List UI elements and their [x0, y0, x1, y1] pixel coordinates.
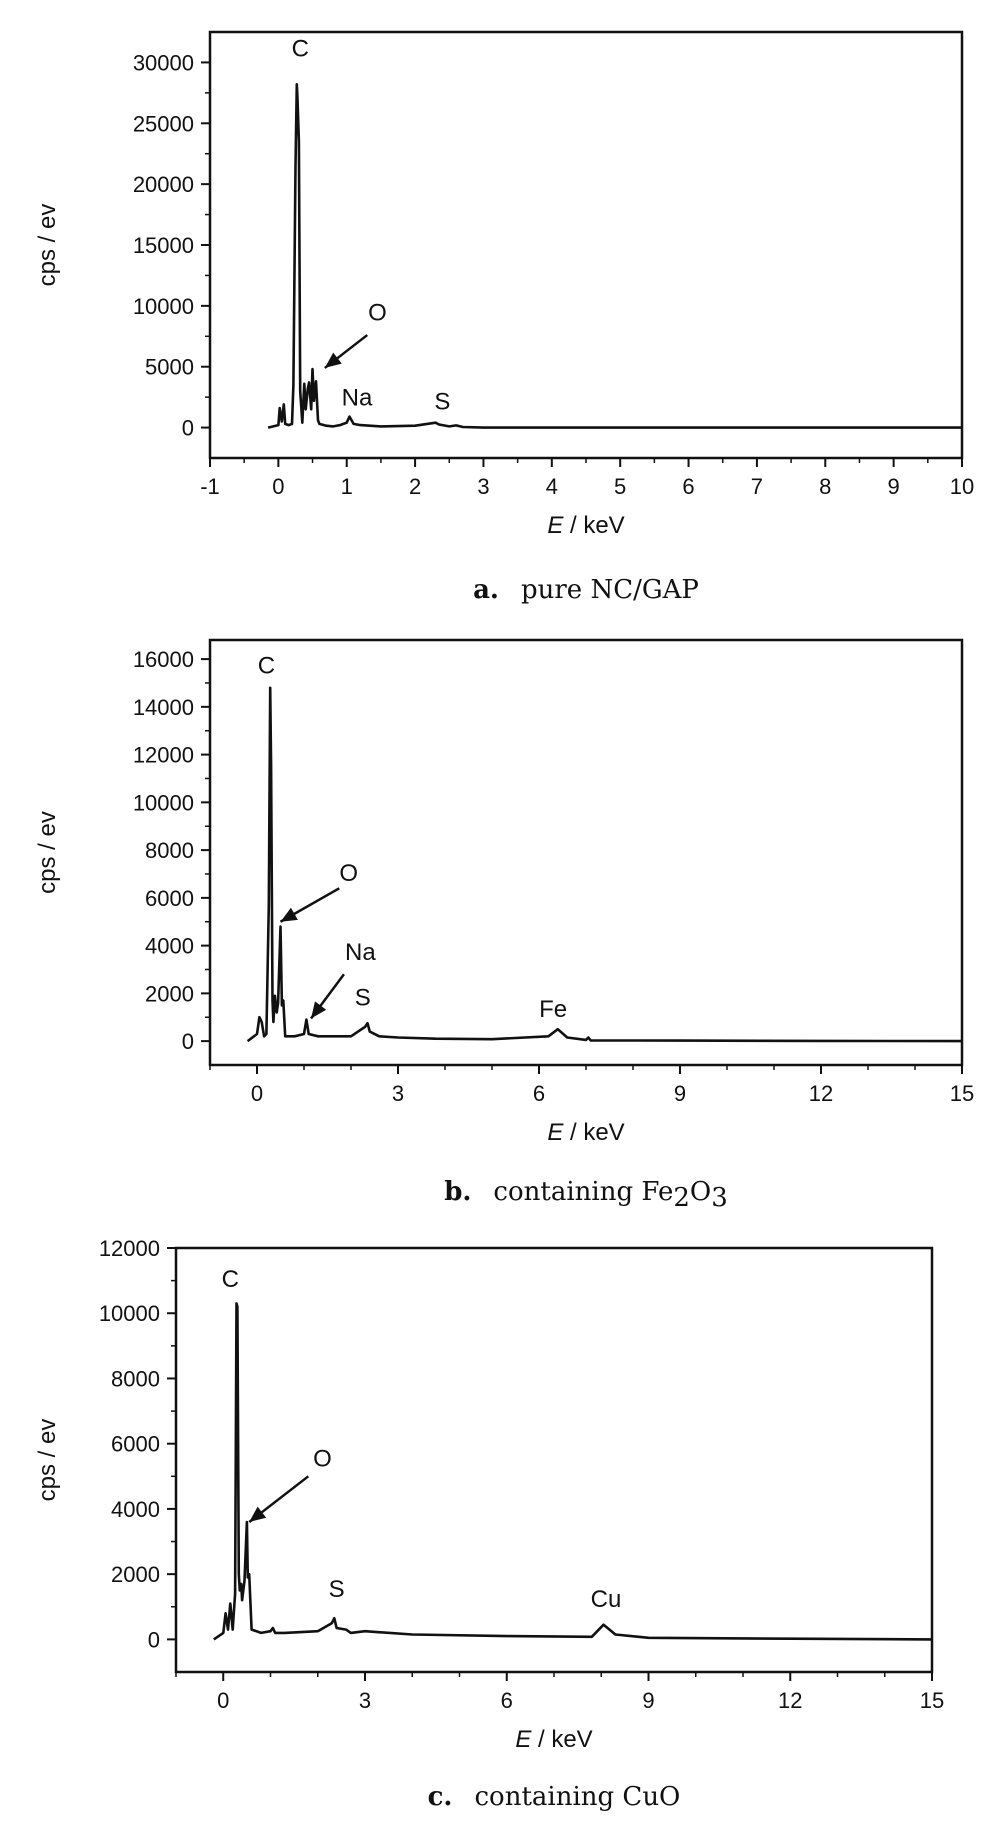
y-tick-label: 16000 — [133, 647, 194, 672]
x-tick-label: -1 — [200, 474, 220, 499]
plot-frame — [208, 30, 964, 460]
panel-caption: b. containing Fe2O3 — [444, 1177, 728, 1213]
y-tick-label: 0 — [148, 1627, 160, 1652]
y-tick-label: 12000 — [133, 743, 194, 768]
panel-caption: a. pure NC/GAP — [473, 575, 699, 605]
x-tick-label: 0 — [251, 1081, 263, 1106]
spectrum-line — [213, 1302, 933, 1641]
x-tick-label: 15 — [950, 1081, 974, 1106]
plot-frame — [174, 1246, 934, 1674]
pointer-arrow-head — [311, 1001, 327, 1019]
pointer-arrow-head — [324, 352, 342, 368]
x-tick-label: 12 — [778, 1688, 802, 1713]
x-tick-label: 0 — [217, 1688, 229, 1713]
y-tick-label: 0 — [182, 1029, 194, 1054]
x-tick-label: 0 — [272, 474, 284, 499]
peak-label: Cu — [591, 1586, 622, 1613]
y-tick-label: 4000 — [145, 934, 194, 959]
y-tick-label: 6000 — [111, 1432, 160, 1457]
peak-label: Na — [345, 939, 376, 966]
x-tick-label: 9 — [888, 474, 900, 499]
chart-panel-3: 0 3 6 9 12 15 0 2000 4000 6000 8000 10000 12000 C O S Cu… — [34, 1236, 944, 1812]
y-tick-label: 2000 — [145, 981, 194, 1006]
x-tick-label: 3 — [477, 474, 489, 499]
y-tick-label: 20000 — [133, 172, 194, 197]
pointer-arrow-head — [280, 907, 298, 922]
pointer-arrow-head — [249, 1506, 267, 1522]
x-tick-label: 9 — [674, 1081, 686, 1106]
x-tick-label: 6 — [682, 474, 694, 499]
x-tick-label: 4 — [546, 474, 558, 499]
x-tick-label: 6 — [501, 1688, 513, 1713]
y-tick-label: 12000 — [99, 1236, 160, 1261]
x-tick-label: 9 — [642, 1688, 654, 1713]
y-tick-label: 2000 — [111, 1562, 160, 1587]
peak-label: S — [434, 388, 450, 415]
y-tick-label: 15000 — [133, 233, 194, 258]
y-tick-label: 6000 — [145, 886, 194, 911]
peak-label: Na — [342, 385, 373, 412]
x-tick-label: 15 — [920, 1688, 944, 1713]
x-tick-label: 8 — [819, 474, 831, 499]
y-tick-label: 14000 — [133, 695, 194, 720]
chart-panel-2: 0 3 6 9 12 15 0 2000 4000 6000 8000 10000 12000 14000… — [34, 638, 974, 1213]
x-tick-label: 2 — [409, 474, 421, 499]
spectrum-line — [246, 686, 963, 1043]
y-axis-label: cps / ev — [34, 204, 61, 287]
y-tick-label: 4000 — [111, 1497, 160, 1522]
x-tick-label: 3 — [392, 1081, 404, 1106]
x-axis-label: E / keV — [547, 512, 624, 539]
y-tick-label: 30000 — [133, 50, 194, 75]
peak-label: C — [222, 1266, 239, 1293]
y-tick-label: 8000 — [145, 838, 194, 863]
y-tick-label: 5000 — [145, 355, 194, 380]
y-tick-label: 25000 — [133, 111, 194, 136]
y-tick-label: 10000 — [133, 294, 194, 319]
x-tick-label: 10 — [950, 474, 974, 499]
y-axis-label: cps / ev — [34, 1419, 61, 1502]
peak-label: C — [258, 652, 275, 679]
y-tick-label: 0 — [182, 416, 194, 441]
spectrum-line — [267, 83, 962, 429]
y-axis-label: cps / ev — [34, 811, 61, 894]
x-tick-label: 5 — [614, 474, 626, 499]
peak-label: O — [313, 1446, 332, 1473]
y-tick-label: 10000 — [133, 790, 194, 815]
x-tick-label: 3 — [359, 1688, 371, 1713]
y-tick-label: 8000 — [111, 1366, 160, 1391]
peak-label: O — [339, 860, 358, 887]
chart-panel-1: -1 0 1 2 3 4 5 6 7 8 9 10 0 5000 10000 15000 20000 25000 3… — [34, 30, 974, 605]
x-tick-label: 7 — [751, 474, 763, 499]
x-tick-label: 6 — [533, 1081, 545, 1106]
x-tick-label: 12 — [809, 1081, 833, 1106]
x-axis-label: E / keV — [515, 1726, 592, 1753]
peak-label: O — [368, 299, 387, 326]
peak-label: S — [329, 1576, 345, 1603]
y-tick-label: 10000 — [99, 1301, 160, 1326]
x-tick-label: 1 — [341, 474, 353, 499]
peak-label: Fe — [539, 996, 567, 1023]
peak-label: S — [355, 984, 371, 1011]
panel-caption: c. containing CuO — [428, 1782, 681, 1812]
peak-label: C — [292, 35, 309, 62]
x-axis-label: E / keV — [547, 1119, 624, 1146]
